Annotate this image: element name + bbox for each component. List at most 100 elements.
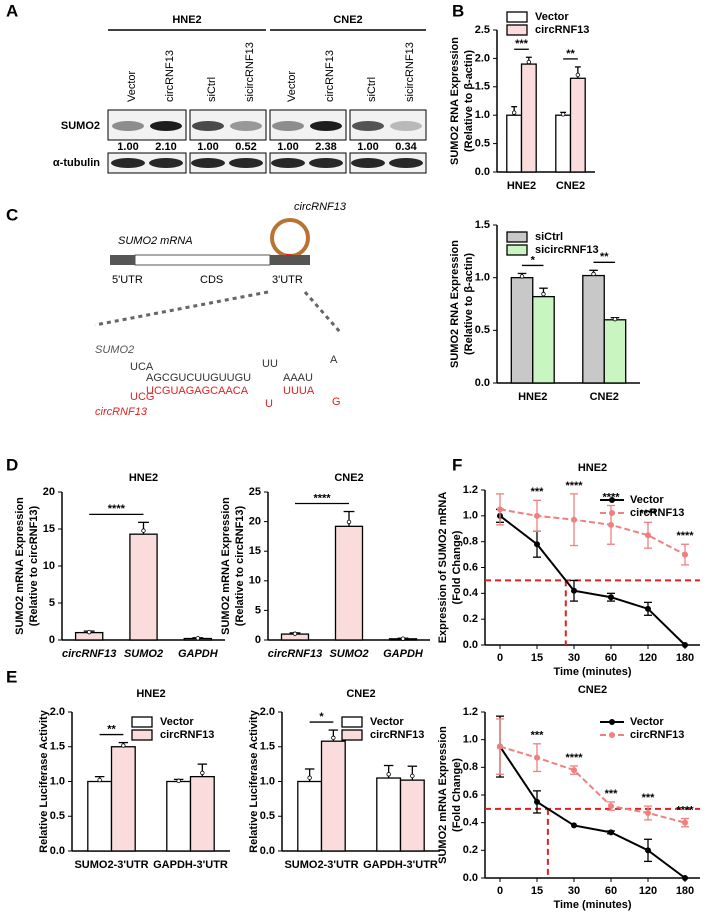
quant-label: 2.10 [155,141,176,153]
legend-swatch [609,732,615,738]
region-label: 5'UTR [112,274,143,286]
utr5 [110,255,135,265]
data-dot [97,777,102,783]
y-tick-label: 10 [249,575,261,587]
x-tick-label: 0 [497,885,503,897]
lane-label: siCtrl [206,77,218,102]
zoom-line [94,290,269,327]
y-tick-label: 0 [49,634,55,646]
data-dot [141,528,146,533]
point [608,829,614,836]
y-tick-label: 5 [255,604,261,616]
y-tick-label: 20 [249,516,261,528]
legend-label: circRNF13 [535,24,589,36]
legend-label: circRNF13 [160,729,214,741]
y-tick-label: 0.2 [463,613,478,625]
point [571,516,577,523]
y-tick-label: 15 [249,545,261,557]
bar [569,77,586,173]
data-dot [526,59,532,65]
x-tick-label: circRNF13 [62,648,116,660]
y-tick-label: 1.0 [475,272,490,284]
panel-label: F [452,455,462,474]
y-tick-label: 0.8 [463,536,478,548]
point [571,587,577,594]
y-tick-label: 1.2 [463,706,478,718]
y-tick-label: 0.8 [463,761,478,773]
band [309,158,343,168]
line [499,746,686,879]
seq: U [265,398,273,410]
legend-swatch [131,716,153,728]
chart-title: HNE2 [136,688,165,700]
x-tick-label: CNE2 [590,391,619,403]
bar [87,780,113,852]
data-dot [176,778,181,784]
data-dot [86,629,92,635]
blot-box [107,152,187,174]
sig-label: *** [515,38,529,50]
legend-swatch [506,231,528,243]
y-tick-label: 5 [49,597,55,609]
point [682,642,688,648]
line [499,508,686,556]
sig-label: **** [676,804,694,816]
bar [399,779,425,852]
sig-label: **** [639,508,657,520]
bar [555,114,572,173]
sig-label: ** [107,723,116,735]
seq: UCGUAGAGCAACA [146,385,249,397]
quant-label: 1.00 [197,141,218,153]
point [682,551,688,558]
lane-label: Vector [126,70,138,102]
legend-swatch [609,510,615,516]
y-tick-label: 0.0 [475,166,490,178]
bar [532,295,555,384]
y-tick-label: 25 [249,486,261,498]
group-label: CNE2 [333,14,362,26]
legend-swatch [341,716,363,728]
y-tick-label: 2.0 [260,706,275,718]
data-dot [292,631,298,636]
chart-title: HNE2 [578,462,607,474]
sig-label: **** [313,492,331,504]
legend-label: siCtrl [535,231,563,243]
point [608,521,614,528]
x-tick-label: 60 [605,652,617,664]
y-tick-label: 15 [43,523,55,535]
quant-label: 1.00 [277,141,298,153]
x-tick-label: circRNF13 [268,648,322,660]
sig-label: ** [600,251,609,263]
y-axis-label: Expression of SUMO2 mRNA [437,492,449,644]
blot-box [189,152,267,174]
y-tick-label: 1.0 [475,109,490,121]
sig-label: **** [565,752,583,764]
seq: UCA [130,361,154,373]
point [497,506,503,513]
data-dot [121,743,126,748]
y-tick-label: 0.6 [463,789,478,801]
point [608,594,614,601]
blot-box [349,152,427,174]
legend-swatch [506,24,528,36]
data-dot [560,112,566,117]
band [389,158,423,168]
zoom-line [303,291,342,333]
legend-label: circRNF13 [630,729,684,741]
band [111,158,145,168]
quant-label: 0.34 [395,141,417,153]
cds [134,254,271,266]
y-tick-label: 0.2 [463,844,478,856]
chart-title: HNE2 [129,472,158,484]
data-dot [511,110,517,115]
point [608,803,614,810]
y-axis-label: (Relative to β-actin) [463,50,475,152]
point [534,798,540,805]
y-tick-label: 0.5 [260,810,275,822]
sig-label: * [531,254,536,266]
y-axis-label: SUMO2 RNA Expression [449,240,461,368]
legend-label: circRNF13 [370,729,424,741]
quant-label: 1.00 [357,141,378,153]
lane-label: sicircRNF13 [404,42,416,102]
